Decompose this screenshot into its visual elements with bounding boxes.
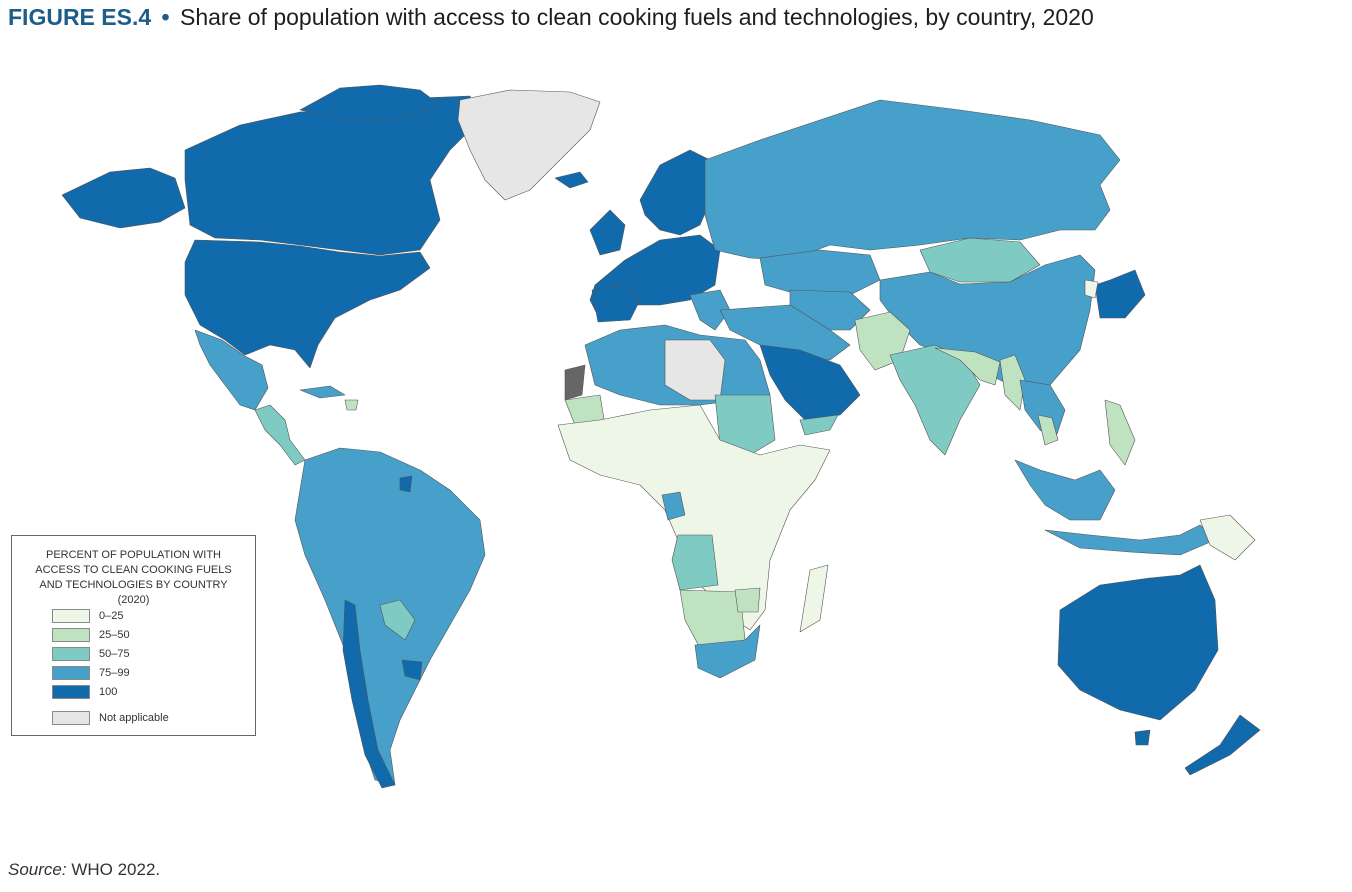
- region-australia: [1057, 564, 1219, 721]
- region-nepal-bangladesh: [934, 347, 1001, 386]
- region-zimbabwe: [734, 587, 761, 613]
- legend-item-75-99: 75–99: [52, 665, 130, 681]
- region-western-sahara: [564, 364, 586, 401]
- region-balkans: [689, 289, 731, 331]
- map-legend: PERCENT OF POPULATION WITH ACCESS TO CLE…: [11, 535, 256, 736]
- region-south-africa: [694, 624, 761, 679]
- region-tasmania: [1134, 729, 1151, 746]
- region-gabon: [661, 491, 686, 521]
- region-uk-ireland: [589, 209, 626, 256]
- source-prefix: Source:: [8, 860, 67, 879]
- region-greenland: [457, 89, 601, 201]
- region-mongolia: [919, 237, 1041, 283]
- legend-item-not-applicable: Not applicable: [52, 710, 169, 726]
- region-madagascar: [799, 564, 829, 633]
- legend-item-50-75: 50–75: [52, 646, 130, 662]
- region-arctic-islands: [299, 84, 441, 121]
- region-china: [879, 254, 1096, 391]
- region-yemen: [799, 414, 839, 436]
- title-separator: •: [161, 4, 170, 30]
- region-scandinavia: [639, 149, 716, 236]
- legend-title: PERCENT OF POPULATION WITH ACCESS TO CLE…: [35, 549, 232, 606]
- region-korea-japan: [1094, 269, 1146, 319]
- region-chile: [342, 599, 396, 789]
- region-indonesia: [1044, 524, 1216, 556]
- world-map: [61, 84, 1261, 789]
- legend-label: 25–50: [99, 629, 130, 641]
- region-alaska: [61, 167, 186, 229]
- region-philippines: [1104, 399, 1136, 466]
- legend-label: Not applicable: [99, 712, 169, 724]
- region-turkey-iran: [719, 304, 851, 361]
- legend-swatch: [52, 666, 90, 680]
- figure-label: FIGURE ES.4: [8, 4, 152, 30]
- region-usa: [184, 239, 431, 369]
- region-namibia-botswana: [679, 589, 746, 649]
- legend-swatch: [52, 609, 90, 623]
- legend-swatch: [52, 628, 90, 642]
- source-text: WHO 2022.: [71, 860, 161, 879]
- region-papua: [1199, 514, 1256, 561]
- source-note: Source: WHO 2022.: [8, 860, 160, 880]
- region-cuba: [299, 385, 346, 399]
- region-iceland: [554, 171, 589, 189]
- region-paraguay: [379, 599, 416, 641]
- legend-label: 75–99: [99, 667, 130, 679]
- legend-label: 50–75: [99, 648, 130, 660]
- region-laos-cambodia: [1037, 414, 1059, 446]
- region-russia: [704, 99, 1121, 261]
- region-central-america: [254, 404, 306, 466]
- legend-swatch: [52, 685, 90, 699]
- region-new-zealand: [1184, 714, 1261, 776]
- region-french-guiana: [399, 475, 413, 493]
- legend-item-25-50: 25–50: [52, 627, 130, 643]
- legend-item-0-25: 0–25: [52, 608, 123, 624]
- region-canada: [184, 95, 481, 256]
- region-iberia: [591, 284, 641, 323]
- region-sudan: [714, 394, 776, 456]
- region-sub-saharan: [557, 404, 831, 631]
- title-text: Share of population with access to clean…: [180, 4, 1094, 30]
- legend-swatch: [52, 647, 90, 661]
- figure-title: FIGURE ES.4 • Share of population with a…: [8, 4, 1094, 31]
- legend-item-100: 100: [52, 684, 117, 700]
- region-malaysia-borneo: [1014, 459, 1116, 521]
- region-north-korea: [1084, 279, 1099, 299]
- region-kazakhstan: [759, 249, 881, 296]
- legend-label: 0–25: [99, 610, 124, 622]
- region-uruguay: [401, 659, 423, 681]
- region-angola: [671, 534, 719, 591]
- legend-swatch: [52, 711, 90, 725]
- region-arabia: [759, 344, 861, 421]
- region-haiti: [344, 399, 359, 411]
- legend-label: 100: [99, 686, 118, 698]
